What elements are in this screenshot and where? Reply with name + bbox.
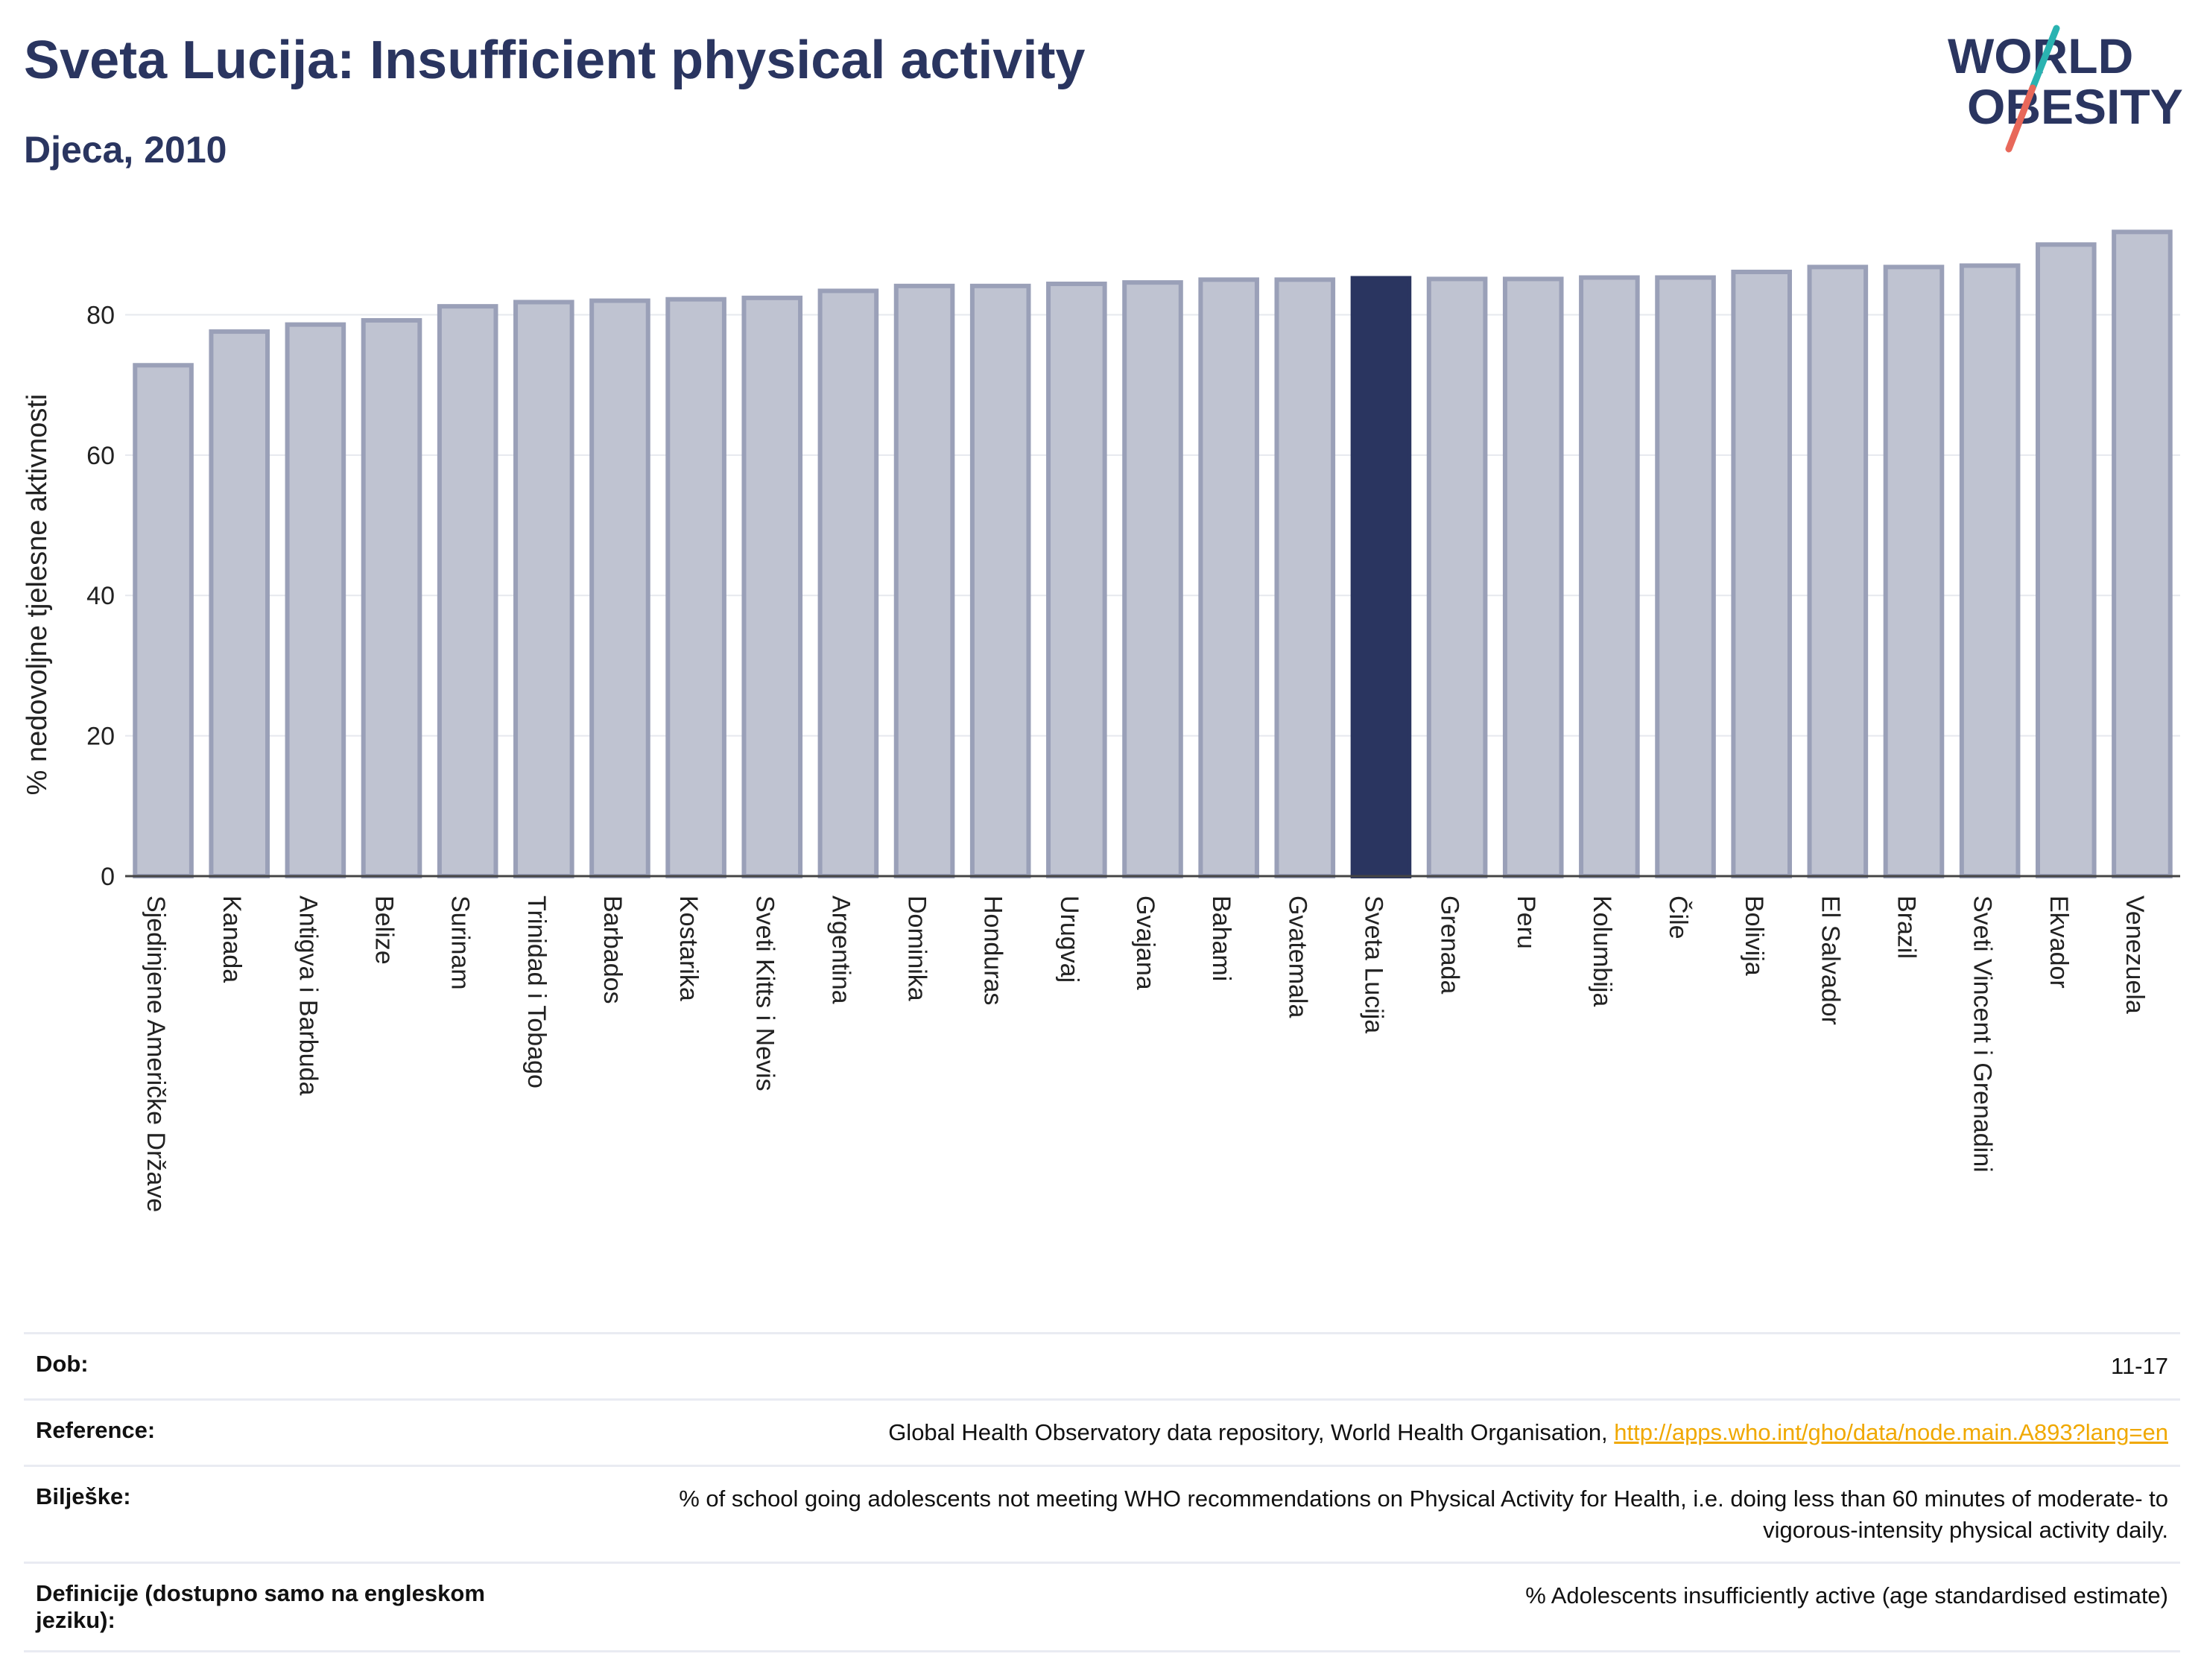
x-tick-label: Sveti Vincent i Grenadini [1969,896,1997,1173]
x-tick-label: Barbados [598,896,627,1004]
x-tick-label: Honduras [979,896,1007,1005]
meta-value: % of school going adolescents not meetin… [569,1464,2180,1563]
bar [1198,277,1259,878]
bar [209,329,270,879]
chart-title: Sveta Lucija: Insufficient physical acti… [24,31,1086,90]
bar-chart: 0 20 40 60 80 Sjedinjene Američke Države Kana… [22,229,2180,1212]
bar [1122,280,1183,879]
meta-row-age: Dob: 11-17 [24,1332,2180,1400]
y-tick-label: 40 [86,582,115,610]
x-tick-label: Bahami [1207,896,1235,981]
meta-row-reference: Reference: Global Health Observatory dat… [24,1398,2180,1466]
bar [1502,276,1564,878]
x-tick-label: Dominika [903,896,931,1001]
x-tick-label: Ekvador [2045,896,2073,989]
bar [1426,276,1488,878]
bar [1731,269,1792,879]
bar [437,304,498,878]
meta-value: 11-17 [569,1332,2180,1400]
meta-value: Global Health Observatory data repositor… [569,1398,2180,1466]
y-tick-label: 0 [101,863,115,891]
bar [665,297,726,879]
meta-value: % Adolescents insufficiently active (age… [569,1562,2180,1653]
meta-row-notes: Bilješke: % of school going adolescents … [24,1464,2180,1563]
x-tick-label: Gvatemala [1283,896,1311,1018]
x-tick-label: Urugvaj [1055,896,1083,983]
bar [893,283,955,878]
bar-highlight [1350,276,1412,879]
meta-key: Dob: [24,1332,569,1400]
bar [133,363,194,878]
bar [817,288,879,879]
metadata-table: Dob: 11-17 Reference: Global Health Obse… [24,1332,2180,1653]
logo-line2: OBESITY [1967,79,2183,134]
chart-subtitle: Djeca, 2010 [24,129,227,171]
bars [133,229,2173,879]
bar [2112,229,2173,878]
y-axis-label: % nedovoljne tjelesne aktivnosti [22,394,53,796]
y-tick-labels: 0 20 40 60 80 [86,301,115,891]
x-tick-label: Sveti Kitts i Nevis [750,896,779,1091]
bar [1274,277,1336,878]
y-tick-label: 80 [86,301,115,329]
x-tick-label: El Salvador [1816,896,1844,1025]
x-tick-label: Grenada [1436,896,1464,994]
bar [969,283,1031,878]
bar [1579,275,1640,878]
reference-text: Global Health Observatory data repositor… [888,1419,1615,1445]
x-tick-label: Peru [1512,896,1540,949]
bar [1883,264,1945,878]
bar [513,299,574,878]
bar [589,298,650,878]
world-obesity-logo: WORLD OBESITY [1948,25,2183,153]
x-tick-label: Venezuela [2121,896,2149,1014]
y-tick-label: 20 [86,723,115,751]
y-tick-label: 60 [86,442,115,470]
x-tick-label: Argentina [826,896,855,1004]
x-tick-label: Kostarika [674,896,703,1001]
meta-key: Definicije (dostupno samo na engleskom j… [24,1562,569,1653]
bar [361,317,422,878]
bar [1655,275,1716,878]
reference-link[interactable]: http://apps.who.int/gho/data/node.main.A… [1614,1419,2168,1445]
x-tick-label: Antigva i Barbuda [294,896,322,1095]
meta-key: Bilješke: [24,1464,569,1563]
x-tick-label: Belize [370,896,399,965]
logo-slash-bottom [2005,84,2036,153]
meta-key: Reference: [24,1398,569,1466]
bar [1959,263,2021,879]
x-tick-label: Kanada [218,896,246,983]
x-tick-label: Bolivija [1740,896,1768,976]
bar [285,322,346,878]
x-tick-label: Brazil [1892,896,1920,959]
x-tick-label: Čile [1664,896,1692,939]
meta-row-definition: Definicije (dostupno samo na engleskom j… [24,1562,2180,1653]
bar [1046,282,1107,878]
x-tick-label: Trinidad i Tobago [522,896,551,1088]
x-tick-label: Gvajana [1131,896,1159,990]
x-tick-label: Sveta Lucija [1359,896,1387,1033]
bar [741,295,803,878]
x-tick-label: Surinam [446,896,475,990]
logo-slash-top [2029,25,2060,92]
x-tick-label: Sjedinjene Američke Države [142,896,170,1212]
x-tick-label: Kolumbija [1588,896,1616,1007]
bar [1807,264,1869,878]
x-tick-labels: Sjedinjene Američke Države Kanada Antigva … [142,896,2149,1212]
bar [2035,242,2097,878]
